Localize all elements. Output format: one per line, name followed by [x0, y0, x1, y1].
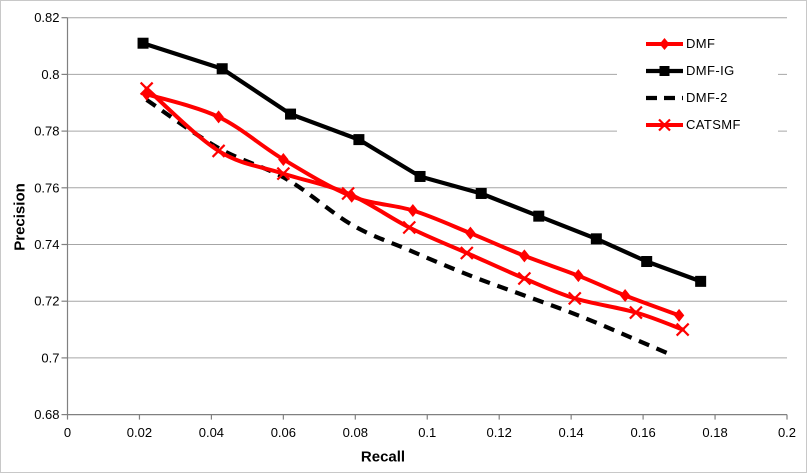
legend-swatch-dmf-2-icon [646, 95, 683, 100]
legend-item-dmf-2: DMF-2 [617, 84, 778, 111]
marker-square-dmf-ig [353, 134, 365, 146]
y-tick-label-0.68: 0.68 [34, 407, 59, 422]
marker-x-catsmf [517, 271, 532, 286]
marker-square-dmf-ig [641, 256, 653, 268]
legend-label-dmf-2: DMF-2 [686, 90, 728, 105]
marker-diamond-dmf [465, 226, 476, 240]
marker-x-catsmf [402, 220, 417, 235]
legend-swatch-dmf-ig-icon [646, 65, 683, 76]
legend-marker-diamond-icon [659, 37, 670, 50]
legend-swatch-dmf-icon [646, 37, 683, 50]
x-tick-label-0.04: 0.04 [199, 425, 224, 440]
x-tick-label-0.06: 0.06 [271, 425, 296, 440]
marker-square-dmf-ig [475, 187, 487, 199]
x-tick-label-0.18: 0.18 [702, 425, 727, 440]
marker-square-dmf-ig [533, 210, 545, 222]
legend-label-catsmf: CATSMF [686, 117, 741, 132]
x-tick-label-0.1: 0.1 [418, 425, 436, 440]
marker-square-dmf-ig [590, 233, 602, 245]
legend-label-dmf: DMF [686, 36, 716, 51]
marker-square-dmf-ig [285, 108, 297, 120]
legend-marker-square-icon [659, 65, 670, 76]
y-tick-label-0.78: 0.78 [34, 124, 59, 139]
marker-diamond-dmf [407, 203, 419, 217]
legend-item-catsmf: CATSMF [617, 111, 778, 138]
x-tick-label-0.12: 0.12 [487, 425, 512, 440]
marker-x-catsmf [211, 144, 226, 158]
marker-x-catsmf [341, 186, 355, 201]
marker-square-dmf-ig [216, 63, 228, 75]
y-tick-label-0.8: 0.8 [41, 67, 59, 82]
marker-diamond-dmf [619, 289, 631, 303]
x-tick-label-0: 0 [64, 425, 71, 440]
series-line-catsmf [144, 86, 685, 332]
marker-x-catsmf [567, 291, 582, 306]
y-axis-title: Precision [11, 183, 29, 251]
y-tick-label-0.7: 0.7 [41, 350, 59, 365]
legend-marker-x-icon [658, 118, 671, 131]
marker-diamond-dmf [573, 269, 584, 283]
x-axis-title: Recall [360, 448, 406, 466]
marker-x-catsmf [629, 305, 643, 320]
series-line-dmf-ig [140, 41, 703, 284]
marker-diamond-dmf [213, 110, 224, 124]
legend: DMF DMF-IG DMF-2 CATSMF [617, 30, 778, 138]
marker-square-dmf-ig [414, 170, 426, 182]
marker-diamond-dmf [673, 308, 685, 322]
legend-item-dmf: DMF [617, 30, 778, 57]
x-tick-label-0.08: 0.08 [343, 425, 368, 440]
marker-square-dmf-ig [695, 275, 707, 287]
marker-x-catsmf [675, 322, 690, 337]
x-tick-label-0.14: 0.14 [558, 425, 583, 440]
legend-swatch-catsmf-icon [646, 118, 683, 131]
y-tick-label-0.82: 0.82 [34, 10, 59, 25]
series-line-dmf [144, 92, 682, 318]
x-tick-label-0.2: 0.2 [778, 425, 796, 440]
y-tick-label-0.74: 0.74 [34, 237, 59, 252]
y-tick-label-0.72: 0.72 [34, 294, 59, 309]
x-tick-label-0.16: 0.16 [630, 425, 655, 440]
marker-square-dmf-ig [137, 37, 149, 49]
marker-x-catsmf [139, 81, 154, 96]
x-tick-label-0.02: 0.02 [127, 425, 152, 440]
marker-diamond-dmf [519, 249, 530, 263]
marker-x-catsmf [460, 246, 474, 260]
legend-item-dmf-ig: DMF-IG [617, 57, 778, 84]
marker-x-catsmf [276, 166, 291, 181]
legend-label-dmf-ig: DMF-IG [686, 63, 735, 78]
y-tick-label-0.76: 0.76 [34, 180, 59, 195]
marker-diamond-dmf [278, 152, 289, 166]
